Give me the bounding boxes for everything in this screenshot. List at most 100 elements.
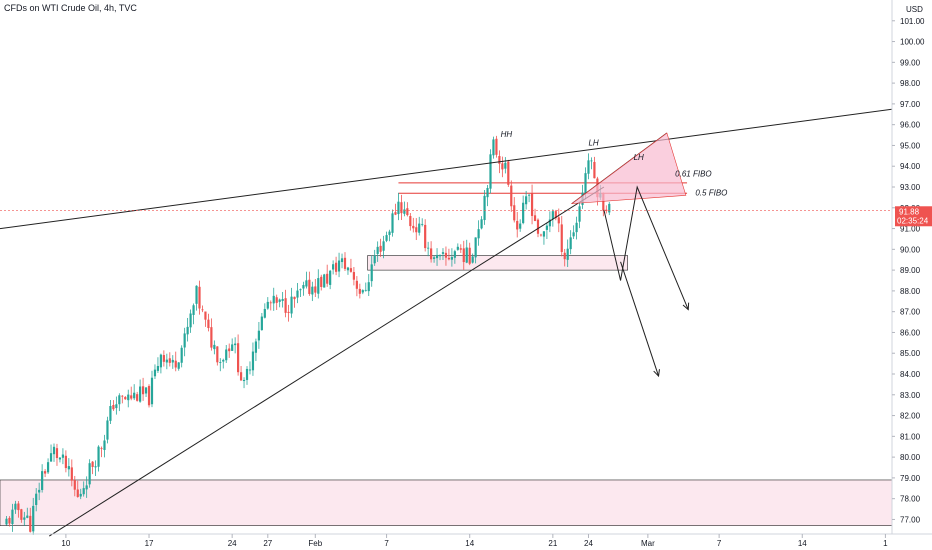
annotation-label: 0.61 FIBO [675, 170, 711, 179]
candle-body [237, 343, 240, 373]
candle-body [489, 154, 492, 189]
candle-body [23, 517, 26, 520]
candle-body [67, 466, 70, 470]
candle-body [453, 251, 456, 258]
candle-body [168, 358, 171, 363]
candle-body [465, 247, 468, 263]
candle-body [409, 216, 412, 227]
candle-body [61, 454, 65, 458]
candle-body [308, 279, 311, 294]
candle-body [225, 349, 228, 361]
candle-body [204, 311, 207, 320]
candle-body [367, 282, 370, 292]
last-price-badge: 91.88 02:35:24 [895, 206, 932, 227]
candle-body [513, 205, 516, 221]
x-tick-label: 7 [384, 539, 389, 548]
y-tick-label: 82.00 [900, 412, 921, 421]
y-tick-label: 93.00 [900, 183, 921, 192]
candle-body [314, 286, 317, 293]
candle-body [299, 289, 302, 291]
support-zone-bottom [0, 479, 893, 526]
candle-body [26, 515, 29, 518]
y-tick-label: 91.00 [900, 225, 921, 234]
candle-body [376, 246, 379, 254]
candle-body [46, 462, 50, 473]
x-tick-label: 27 [263, 539, 272, 548]
y-tick-label: 84.00 [900, 370, 921, 379]
y-tick-label: 94.00 [900, 162, 921, 171]
y-tick-label: 87.00 [900, 308, 921, 317]
candle-body [334, 262, 338, 272]
last-price-value: 91.88 [899, 207, 920, 216]
candle-body [231, 344, 234, 351]
candle-body [361, 290, 364, 293]
y-tick-label: 81.00 [900, 432, 921, 441]
candle-body [251, 351, 255, 371]
currency-label: USD [906, 5, 923, 14]
candle-body [578, 206, 581, 222]
candle-body [548, 219, 551, 227]
candle-body [533, 215, 537, 222]
candle-body [198, 286, 201, 309]
arrowhead [653, 369, 660, 378]
candle-body [510, 185, 513, 207]
y-tick-label: 88.00 [900, 287, 921, 296]
candle-body [165, 359, 168, 363]
candle-body [130, 395, 133, 399]
candle-body [144, 387, 148, 394]
y-tick-label: 85.00 [900, 349, 921, 358]
candle-body [174, 360, 177, 368]
candle-body [352, 272, 356, 280]
candle-body [590, 160, 593, 162]
candle-body [180, 347, 183, 363]
candle-body [109, 406, 112, 421]
candle-body [483, 195, 486, 221]
rising-support [48, 186, 605, 537]
candle-body [29, 515, 32, 532]
candle-body [189, 313, 192, 328]
candle-body [447, 257, 451, 260]
candle-body [560, 224, 563, 252]
candle-body [486, 187, 489, 198]
y-tick-label: 101.00 [900, 17, 925, 26]
candle-body [492, 139, 495, 156]
candles-layer [5, 135, 611, 535]
candle-body [317, 278, 320, 294]
candle-body [64, 455, 67, 469]
trendlines-layer [0, 105, 917, 537]
y-tick-label: 79.00 [900, 474, 921, 483]
annotation-label: 0.5 FIBO [695, 188, 727, 197]
candle-body [44, 471, 47, 474]
upper-trendline [0, 105, 917, 230]
candle-body [418, 223, 421, 233]
candle-body [468, 247, 471, 264]
y-tick-label: 100.00 [900, 38, 925, 47]
arrowhead [682, 302, 690, 311]
candle-body [355, 280, 358, 289]
candle-body [415, 227, 418, 233]
candle-body [370, 264, 373, 282]
candle-body [124, 397, 127, 400]
x-tick-label: 7 [717, 539, 722, 548]
candle-body [566, 248, 569, 260]
candle-body [49, 453, 53, 462]
candle-body [257, 330, 260, 341]
candle-body [245, 368, 249, 380]
y-tick-label: 98.00 [900, 79, 921, 88]
candle-body [156, 366, 160, 371]
candle-body [403, 209, 406, 214]
y-tick-label: 90.00 [900, 245, 921, 254]
y-tick-label: 77.00 [900, 515, 921, 524]
candle-body [504, 162, 507, 169]
price-scale-background[interactable] [892, 0, 932, 534]
candle-body [450, 257, 453, 260]
candle-body [432, 257, 436, 259]
candle-body [337, 260, 341, 272]
candle-body [388, 231, 391, 235]
candle-body [519, 223, 522, 229]
candle-body [364, 289, 367, 291]
candle-body [207, 319, 210, 329]
y-tick-label: 99.00 [900, 58, 921, 67]
candle-body [269, 302, 272, 304]
